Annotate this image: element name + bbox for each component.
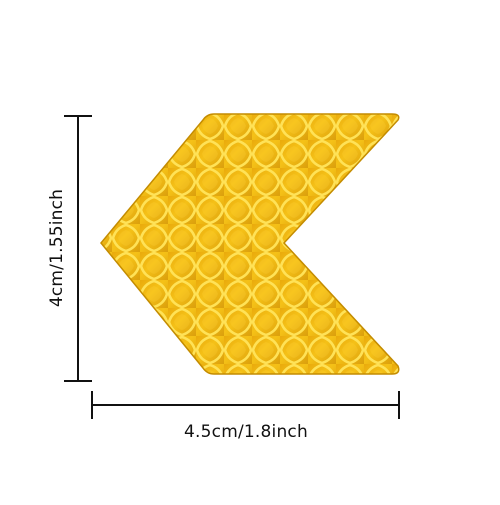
width-dimension-line [91, 391, 400, 419]
width-label: 4.5cm/1.8inch [184, 422, 308, 442]
chevron-arrow-reflector-icon [100, 113, 400, 375]
height-dimension-line [64, 115, 92, 382]
height-label: 4cm/1.55inch [47, 188, 67, 308]
